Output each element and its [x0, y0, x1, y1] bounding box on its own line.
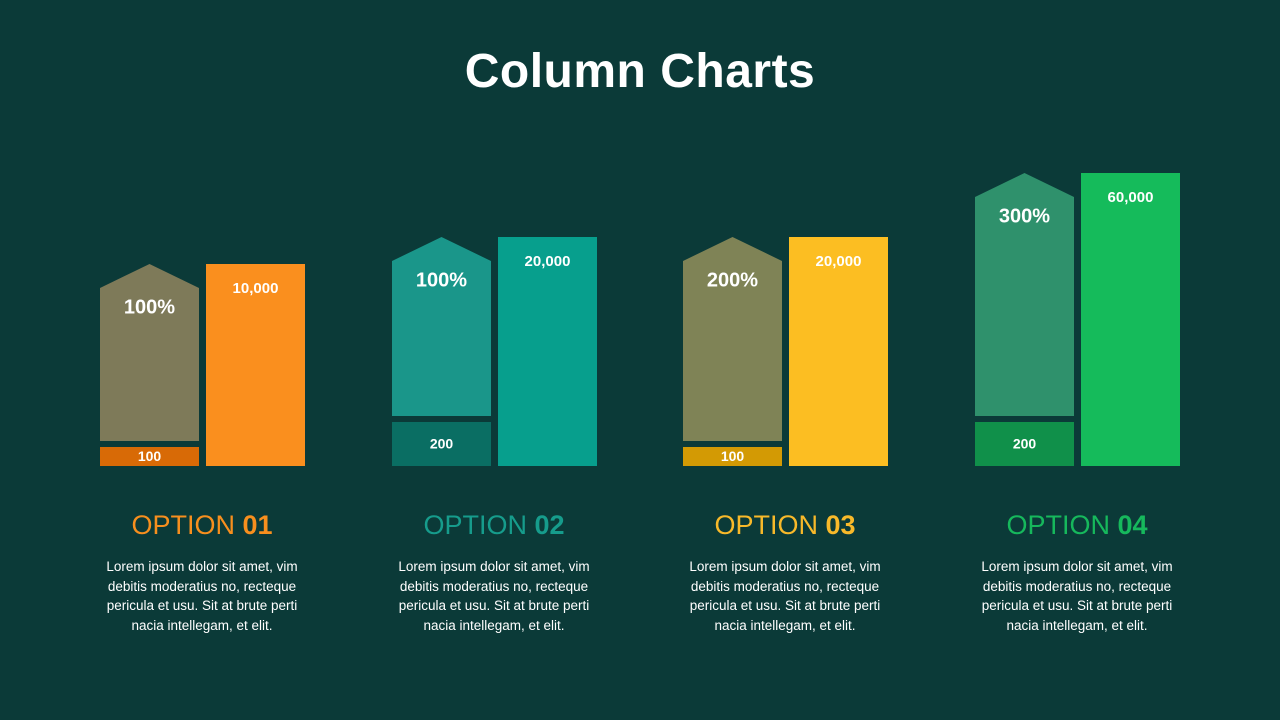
bar-value-label-1: 10,000 — [233, 280, 279, 297]
bar-base-label-4: 200 — [1013, 436, 1037, 452]
bar-base-3 — [683, 447, 782, 466]
bar-percent-3 — [683, 237, 782, 441]
option-title-label: OPTION — [1006, 510, 1110, 540]
bar-value-4 — [1081, 173, 1180, 466]
bar-percent-1 — [100, 264, 199, 441]
bar-base-2 — [392, 422, 491, 466]
option-title-label: OPTION — [131, 510, 235, 540]
bar-base-label-3: 100 — [721, 448, 745, 464]
page-title: Column Charts — [464, 45, 816, 98]
option-title-number: 03 — [825, 510, 856, 540]
bar-percent-label-1: 100% — [124, 296, 175, 318]
option-description-3: Lorem ipsum dolor sit amet, vim debitis … — [689, 559, 881, 633]
option-title-label: OPTION — [423, 510, 527, 540]
option-title-number: 04 — [1117, 510, 1148, 540]
bar-value-3 — [789, 237, 888, 466]
bar-percent-label-4: 300% — [999, 205, 1050, 227]
bar-percent-2 — [392, 237, 491, 416]
bar-percent-4 — [975, 173, 1074, 416]
bar-value-2 — [498, 237, 597, 466]
bar-value-label-3: 20,000 — [816, 253, 862, 270]
option-description-4: Lorem ipsum dolor sit amet, vim debitis … — [981, 559, 1173, 633]
option-title-3: OPTION 03 — [665, 510, 905, 541]
bar-value-label-4: 60,000 — [1108, 189, 1154, 206]
bar-base-1 — [100, 447, 199, 466]
option-title-4: OPTION 04 — [957, 510, 1197, 541]
option-description-2: Lorem ipsum dolor sit amet, vim debitis … — [398, 559, 590, 633]
bar-value-1 — [206, 264, 305, 466]
bar-base-4 — [975, 422, 1074, 466]
option-title-2: OPTION 02 — [374, 510, 614, 541]
bar-base-label-2: 200 — [430, 436, 454, 452]
bar-percent-label-2: 100% — [416, 269, 467, 291]
option-title-1: OPTION 01 — [82, 510, 322, 541]
option-title-label: OPTION — [714, 510, 818, 540]
bar-value-label-2: 20,000 — [525, 253, 571, 270]
option-title-number: 02 — [534, 510, 565, 540]
bar-base-label-1: 100 — [138, 448, 162, 464]
bar-percent-label-3: 200% — [707, 269, 758, 291]
option-description-1: Lorem ipsum dolor sit amet, vim debitis … — [106, 559, 298, 633]
option-title-number: 01 — [242, 510, 273, 540]
